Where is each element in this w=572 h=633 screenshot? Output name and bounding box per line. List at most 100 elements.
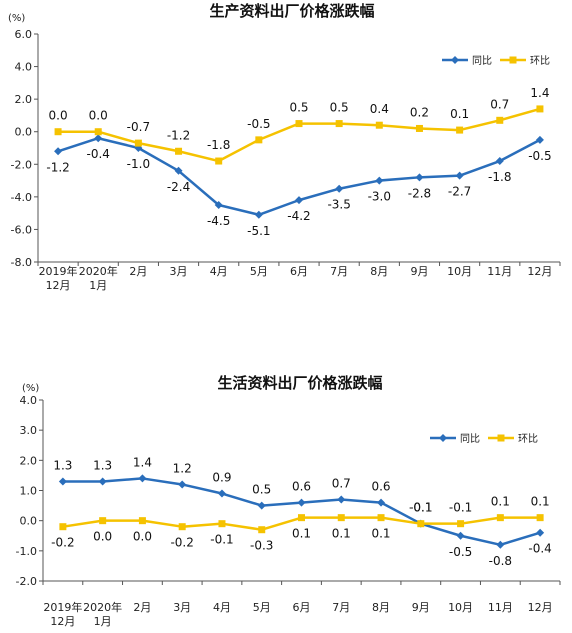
data-point-tongbi [98,477,107,486]
data-label-tongbi: -4.2 [287,209,310,223]
data-label-huanbi: -0.2 [51,536,74,550]
legend-marker-huanbi [509,56,517,64]
y-tick-label: 2.0 [20,454,38,467]
data-label-huanbi: -1.8 [207,138,230,152]
y-tick-label: 4.0 [15,61,33,74]
data-label-huanbi: 1.4 [530,86,549,100]
legend-marker-huanbi [497,434,505,442]
data-point-huanbi [496,116,504,124]
production-materials-chart: 生产资料出厂价格涨跌幅 (%) 6.0 4.0 2.0 0.0 -2.0 -4.0 -6.0 -8… [8,2,561,292]
x-tick-label: 2020年 [79,264,118,278]
data-point-huanbi [295,120,303,128]
data-label-huanbi: -0.5 [247,117,270,131]
x-tick-label: 12月 [46,279,71,292]
data-label-tongbi: -1.2 [46,160,69,174]
data-point-huanbi [496,514,504,522]
x-tick-label: 4月 [213,601,231,614]
data-point-tongbi [337,495,346,504]
data-label-tongbi: -2.4 [167,180,190,194]
data-point-huanbi [218,520,226,528]
data-label-tongbi: -0.5 [449,545,472,559]
data-label-tongbi: -0.4 [528,542,551,556]
data-point-huanbi [138,517,146,525]
data-point-tongbi [217,489,226,498]
y-tick-label: 6.0 [15,28,33,41]
y-tick-label: 2.0 [15,93,33,106]
data-label-huanbi: 0.5 [289,101,308,115]
data-point-huanbi [536,105,544,113]
data-point-huanbi [335,120,343,128]
data-label-tongbi: 1.3 [93,458,112,472]
y-unit-label: (%) [8,13,25,24]
chart-title: 生活资料出厂价格涨跌幅 [217,374,382,392]
data-label-tongbi: -0.8 [489,554,512,568]
y-tick-label: -8.0 [11,256,32,269]
data-point-tongbi [456,531,465,540]
y-tick-label: 3.0 [20,424,38,437]
data-label-huanbi: 0.7 [490,97,509,111]
data-label-tongbi: 0.5 [252,483,271,497]
data-point-tongbi [254,210,263,219]
data-point-tongbi [257,501,266,510]
living-materials-chart: 生活资料出厂价格涨跌幅 (%)4.0 3.0 2.0 1.0 0.0 -1.0 -2.0 201… [16,374,561,628]
x-tick-label: 9月 [412,601,430,614]
data-label-huanbi: -0.1 [210,533,233,547]
data-point-tongbi [415,173,424,182]
legend-marker-tongbi [439,434,447,442]
data-label-huanbi: 0.1 [450,107,469,121]
y-unit-label: (%) [22,383,39,394]
x-tick-label: 1月 [94,615,112,628]
data-label-huanbi: 0.0 [133,530,152,544]
data-point-tongbi [377,498,386,507]
x-tick-label: 2月 [133,601,151,614]
y-tick-label: -2.0 [11,158,32,171]
x-tick-label: 10月 [448,601,473,614]
x-tick-label: 7月 [332,601,350,614]
data-point-huanbi [99,517,107,525]
y-tick-label: 0.0 [20,515,38,528]
data-label-huanbi: 0.2 [410,105,429,119]
x-tick-label: 4月 [210,265,228,278]
data-label-tongbi: 0.6 [371,480,390,494]
y-tick-label: -1.0 [16,545,37,558]
x-tick-label: 2月 [129,265,147,278]
x-tick-label: 5月 [253,601,271,614]
data-label-tongbi: 0.7 [332,477,351,491]
y-tick-label: -2.0 [16,575,37,588]
data-point-huanbi [298,514,305,522]
x-tick-label: 6月 [290,265,308,278]
data-point-tongbi [496,540,505,549]
data-label-huanbi: -0.2 [170,536,193,550]
data-point-huanbi [54,128,62,136]
data-point-tongbi [295,196,303,205]
data-label-tongbi: -1.8 [488,170,511,184]
legend-label-huanbi: 环比 [530,55,550,67]
data-point-tongbi [495,157,504,166]
x-tick-label: 11月 [487,265,512,278]
data-point-huanbi [255,136,263,144]
x-tick-label: 12月 [528,601,553,614]
data-label-huanbi: 0.5 [330,101,349,115]
data-point-huanbi [457,520,465,528]
x-tick-label: 5月 [250,265,268,278]
data-label-huanbi: 0.0 [93,530,112,544]
x-tick-label: 2019年 [39,264,78,278]
data-point-tongbi [138,474,147,483]
data-label-huanbi: -0.1 [409,501,432,515]
data-label-tongbi: 0.9 [212,471,231,485]
x-tick-label: 3月 [173,601,191,614]
data-point-tongbi [535,135,544,144]
legend-marker-tongbi [451,56,459,64]
data-point-huanbi [337,514,345,522]
data-label-tongbi: 1.2 [173,461,192,475]
y-tick-label: 1.0 [20,485,38,498]
data-point-tongbi [178,480,187,489]
data-point-huanbi [536,514,544,522]
y-tick-label: -6.0 [11,223,32,236]
x-tick-label: 2020年 [83,600,122,614]
data-label-tongbi: -3.5 [327,198,350,212]
data-label-tongbi: 1.3 [53,458,72,472]
x-tick-label: 1月 [89,279,107,292]
data-label-tongbi: -0.4 [87,147,110,161]
